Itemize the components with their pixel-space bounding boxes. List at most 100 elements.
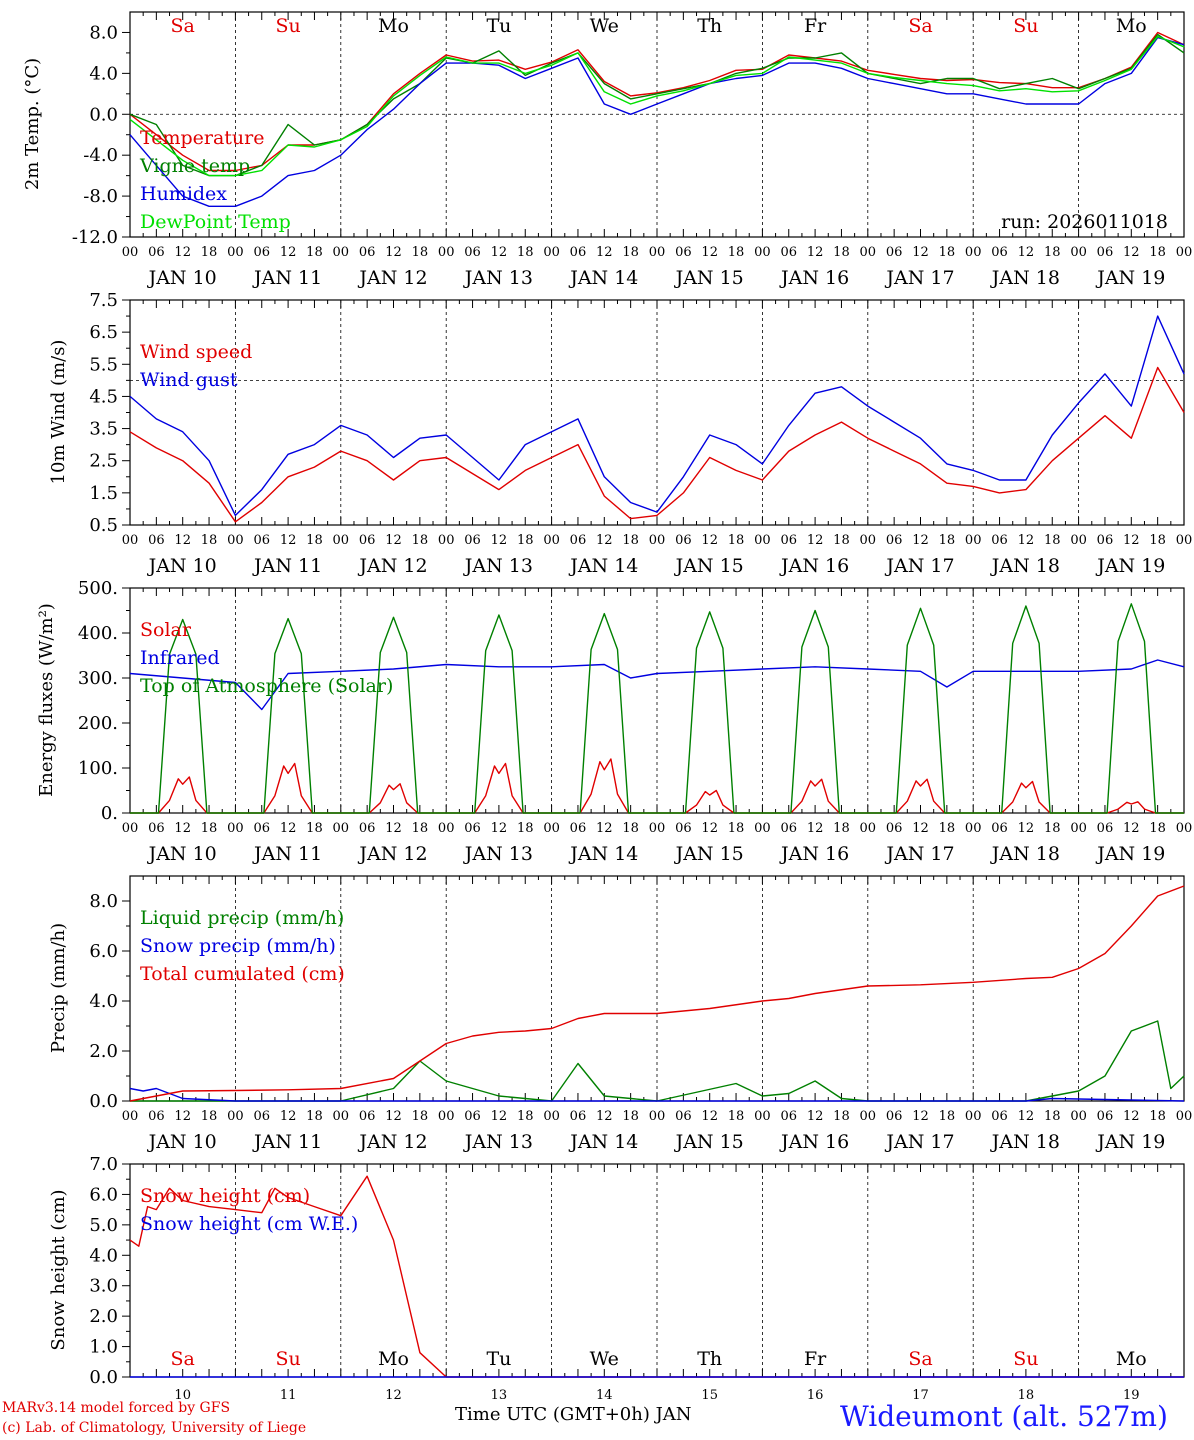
x-hour-label: 00 bbox=[1070, 1109, 1087, 1124]
x-hour-label: 12 bbox=[596, 245, 613, 260]
x-hour-label: 00 bbox=[122, 533, 139, 548]
x-hour-label: 18 bbox=[622, 821, 639, 836]
weekday-label: Sa bbox=[908, 15, 932, 37]
x-hour-label: 06 bbox=[780, 821, 797, 836]
x-hour-label: 18 bbox=[1149, 821, 1166, 836]
x-hour-label: 00 bbox=[649, 1109, 666, 1124]
x-hour-label: 12 bbox=[701, 245, 718, 260]
x-day-number: 18 bbox=[1018, 1388, 1035, 1403]
x-hour-label: 12 bbox=[596, 1109, 613, 1124]
x-hour-label: 12 bbox=[385, 245, 402, 260]
x-hour-label: 00 bbox=[1070, 821, 1087, 836]
weekday-label: Mo bbox=[378, 15, 409, 37]
y-tick-label: 0. bbox=[101, 803, 118, 824]
x-hour-label: 18 bbox=[728, 245, 745, 260]
weekday-label: Fr bbox=[804, 1348, 827, 1370]
x-hour-label: 00 bbox=[333, 821, 350, 836]
panel-frame bbox=[129, 299, 1185, 526]
x-hour-label: 06 bbox=[148, 1109, 165, 1124]
x-hour-label: 06 bbox=[886, 533, 903, 548]
y-tick-label: 5.5 bbox=[89, 354, 118, 375]
x-hour-label: 12 bbox=[385, 821, 402, 836]
x-hour-label: 06 bbox=[570, 533, 587, 548]
x-day-label: JAN 11 bbox=[252, 267, 322, 289]
x-hour-label: 00 bbox=[754, 245, 771, 260]
x-hour-label: 06 bbox=[886, 245, 903, 260]
legend-entry: Total cumulated (cm) bbox=[140, 963, 345, 985]
series-line-snow-precip-mm-h- bbox=[129, 1087, 1185, 1102]
x-day-label: JAN 17 bbox=[884, 1131, 954, 1153]
y-tick-label: -8.0 bbox=[83, 186, 118, 207]
series-line-total-cumulated-cm- bbox=[129, 885, 1185, 1102]
series-line-temperature bbox=[129, 31, 1185, 172]
weekday-label: Tu bbox=[486, 1348, 511, 1370]
y-tick-label: 7.5 bbox=[89, 290, 118, 311]
y-tick-label: 8.0 bbox=[89, 22, 118, 43]
weekday-label: We bbox=[590, 15, 619, 37]
x-hour-label: 06 bbox=[1097, 1109, 1114, 1124]
y-axis-label: 2m Temp. (°C) bbox=[22, 58, 43, 190]
y-tick-label: 0.5 bbox=[89, 515, 118, 536]
x-hour-label: 06 bbox=[570, 821, 587, 836]
x-day-label: JAN 10 bbox=[147, 1131, 217, 1153]
x-hour-label: 00 bbox=[754, 1109, 771, 1124]
x-hour-label: 06 bbox=[148, 821, 165, 836]
y-tick-label: 100. bbox=[78, 758, 118, 779]
x-hour-label: 00 bbox=[965, 245, 982, 260]
x-hour-label: 12 bbox=[1123, 1109, 1140, 1124]
x-hour-label: 00 bbox=[1176, 1109, 1193, 1124]
legend-entry: Snow height (cm W.E.) bbox=[140, 1213, 358, 1235]
x-hour-label: 06 bbox=[991, 821, 1008, 836]
x-day-label: JAN 14 bbox=[568, 1131, 638, 1153]
x-hour-label: 18 bbox=[939, 1109, 956, 1124]
x-hour-label: 18 bbox=[939, 821, 956, 836]
x-hour-label: 06 bbox=[464, 533, 481, 548]
weekday-label: Mo bbox=[1116, 1348, 1147, 1370]
x-hour-label: 12 bbox=[1018, 1109, 1035, 1124]
weekday-label: Mo bbox=[1116, 15, 1147, 37]
x-hour-label: 06 bbox=[359, 1109, 376, 1124]
y-tick-label: 5.0 bbox=[89, 1215, 118, 1236]
x-hour-label: 18 bbox=[1149, 1109, 1166, 1124]
x-hour-label: 12 bbox=[491, 821, 508, 836]
x-day-label: JAN 13 bbox=[463, 1131, 533, 1153]
x-hour-label: 18 bbox=[622, 245, 639, 260]
legend-entry: Humidex bbox=[140, 183, 227, 205]
x-hour-label: 06 bbox=[991, 245, 1008, 260]
x-hour-label: 18 bbox=[412, 821, 429, 836]
x-hour-label: 06 bbox=[1097, 245, 1114, 260]
y-tick-label: 4.5 bbox=[89, 386, 118, 407]
x-hour-label: 06 bbox=[464, 1109, 481, 1124]
x-hour-label: 00 bbox=[122, 821, 139, 836]
x-hour-label: 12 bbox=[491, 1109, 508, 1124]
x-day-label: JAN 16 bbox=[779, 843, 849, 865]
x-hour-label: 00 bbox=[227, 533, 244, 548]
x-day-number: 10 bbox=[174, 1388, 191, 1403]
weekday-label: Su bbox=[1013, 1348, 1038, 1370]
x-hour-label: 06 bbox=[359, 821, 376, 836]
y-tick-label: 300. bbox=[78, 668, 118, 689]
weekday-label: Th bbox=[697, 15, 722, 37]
x-hour-label: 00 bbox=[965, 1109, 982, 1124]
x-hour-label: 06 bbox=[1097, 533, 1114, 548]
y-tick-label: 4.0 bbox=[89, 63, 118, 84]
x-hour-label: 12 bbox=[174, 533, 191, 548]
x-day-label: JAN 18 bbox=[990, 843, 1060, 865]
x-hour-label: 00 bbox=[860, 533, 877, 548]
x-hour-label: 18 bbox=[306, 245, 323, 260]
x-day-number: 13 bbox=[491, 1388, 508, 1403]
x-day-label: JAN 10 bbox=[147, 555, 217, 577]
legend-entry: Solar bbox=[140, 619, 192, 641]
x-hour-label: 06 bbox=[675, 245, 692, 260]
x-day-label: JAN 12 bbox=[357, 1131, 427, 1153]
y-tick-label: 6.5 bbox=[89, 322, 118, 343]
x-hour-label: 18 bbox=[517, 533, 534, 548]
x-hour-label: 12 bbox=[701, 1109, 718, 1124]
x-day-label: JAN 18 bbox=[990, 555, 1060, 577]
x-hour-label: 18 bbox=[833, 821, 850, 836]
x-hour-label: 12 bbox=[174, 245, 191, 260]
x-hour-label: 18 bbox=[306, 533, 323, 548]
weekday-label: Su bbox=[1013, 15, 1038, 37]
x-hour-label: 18 bbox=[517, 821, 534, 836]
x-hour-label: 00 bbox=[122, 1109, 139, 1124]
